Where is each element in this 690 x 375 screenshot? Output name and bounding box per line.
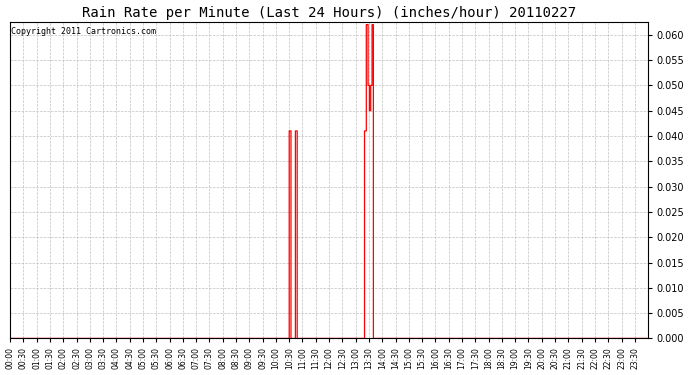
Text: Copyright 2011 Cartronics.com: Copyright 2011 Cartronics.com: [11, 27, 157, 36]
Title: Rain Rate per Minute (Last 24 Hours) (inches/hour) 20110227: Rain Rate per Minute (Last 24 Hours) (in…: [82, 6, 576, 20]
